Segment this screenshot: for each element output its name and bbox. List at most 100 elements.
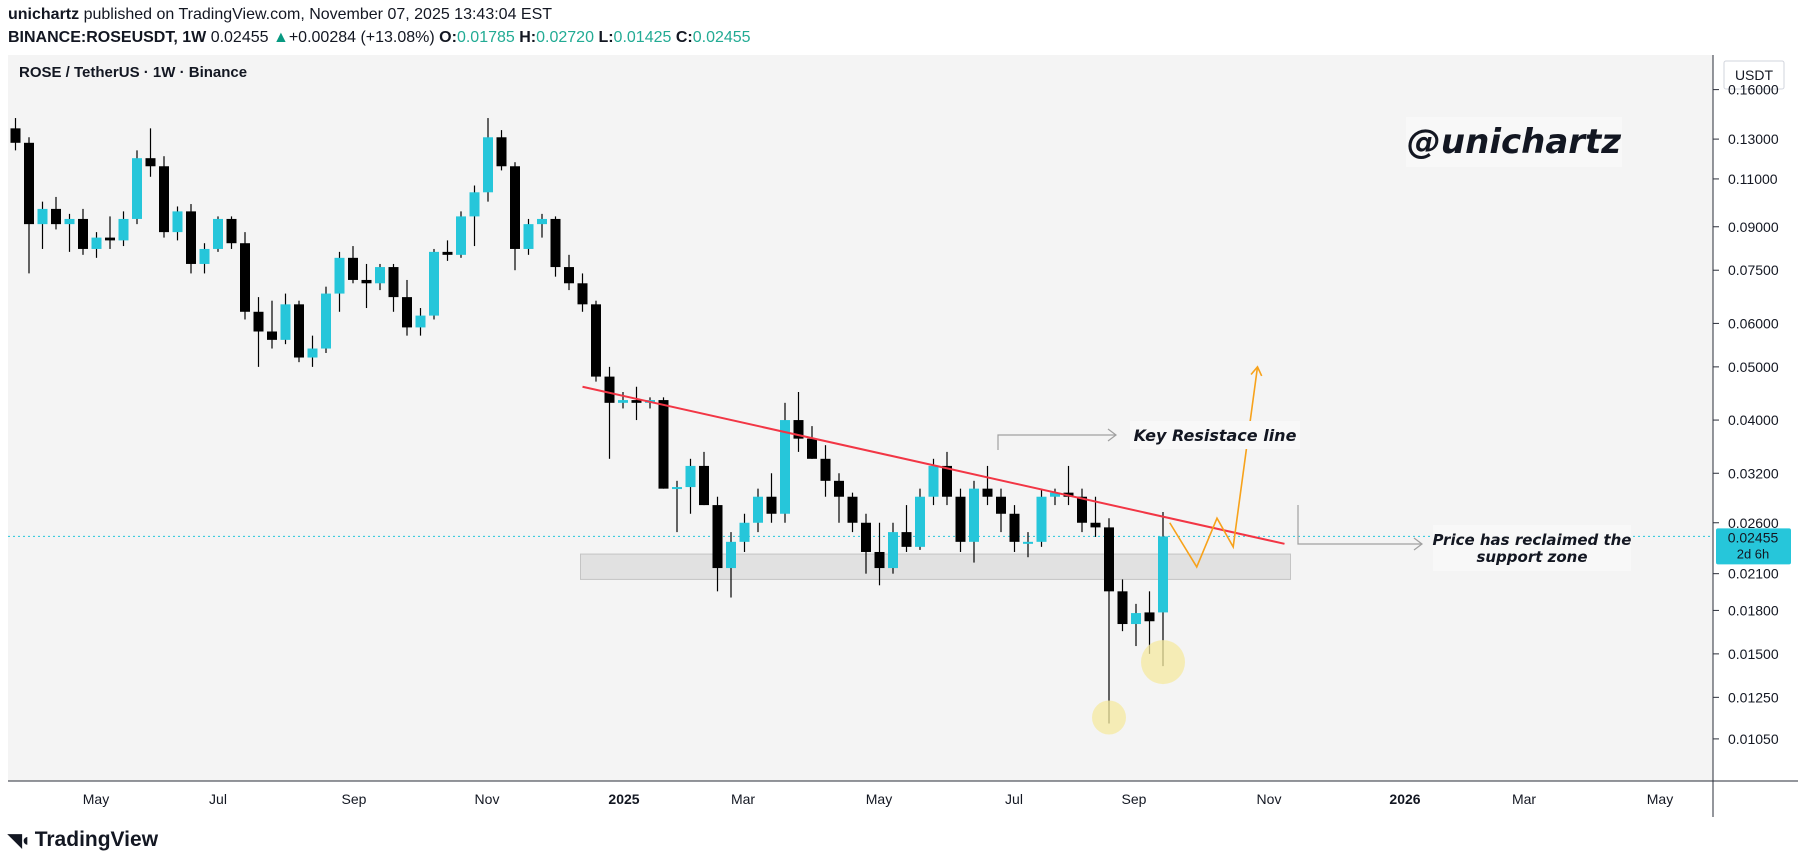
candle[interactable] [550,216,561,277]
candle[interactable] [496,130,507,171]
candle[interactable] [901,505,912,552]
candle[interactable] [213,216,223,252]
candle[interactable] [186,204,196,274]
candle[interactable] [1009,505,1020,552]
candle[interactable] [510,162,520,271]
candle[interactable] [955,488,966,552]
candle[interactable] [348,246,358,284]
candle-body [361,279,372,284]
candle[interactable] [712,496,723,592]
author-name[interactable]: unichartz [8,6,80,23]
candle[interactable] [361,263,372,309]
support-zone[interactable] [580,553,1291,580]
candle[interactable] [267,300,277,349]
candle[interactable] [253,297,264,367]
candle[interactable] [982,465,993,506]
candle[interactable] [820,445,831,497]
candle-body [429,251,439,316]
y-tick-label: 0.01500 [1728,646,1779,662]
candle[interactable] [334,251,345,312]
candle[interactable] [388,263,399,312]
candle[interactable] [37,201,48,249]
candle[interactable] [726,532,736,598]
candle-body [469,192,480,217]
candle[interactable] [537,213,547,238]
candle[interactable] [78,208,88,255]
price-chart[interactable]: ROSE / TetherUS · 1W · Binance USDT 0.16… [8,55,1798,817]
candle[interactable] [294,300,304,363]
candle-body [172,211,183,233]
candle[interactable] [672,480,682,533]
candle[interactable] [928,458,939,506]
candle[interactable] [226,216,237,249]
candle[interactable] [888,522,898,574]
candle[interactable] [10,118,21,151]
candle[interactable] [145,128,156,177]
candle[interactable] [793,391,804,452]
candle[interactable] [1144,591,1155,654]
candle[interactable] [24,137,34,274]
candle[interactable] [942,451,952,506]
candle[interactable] [1090,496,1101,537]
candle[interactable] [64,213,75,252]
candle[interactable] [415,308,426,336]
candle[interactable] [483,118,493,202]
candle[interactable] [375,263,385,291]
candle[interactable] [604,366,615,459]
candle[interactable] [996,488,1006,533]
candle[interactable] [591,300,601,382]
candle[interactable] [105,216,115,249]
candle[interactable] [564,254,574,291]
candle[interactable] [577,273,588,312]
candle[interactable] [442,240,453,261]
candle[interactable] [807,426,817,459]
candle[interactable] [118,211,129,247]
candle[interactable] [91,232,102,258]
candle[interactable] [159,156,169,238]
candle[interactable] [685,458,696,514]
currency-selector[interactable] [1723,60,1785,90]
candle[interactable] [456,211,466,258]
candle-body [658,400,669,489]
candle[interactable] [915,488,925,550]
candle-body [969,488,979,542]
candle[interactable] [861,513,871,574]
candle[interactable] [1131,603,1141,647]
candle[interactable] [834,473,844,523]
candle[interactable] [753,488,763,533]
candle[interactable] [469,185,480,247]
time-axis-background[interactable] [8,781,1798,817]
candle[interactable] [1104,518,1114,724]
candle[interactable] [307,335,318,367]
candle[interactable] [847,492,858,533]
candle[interactable] [1050,488,1060,506]
projected-price-path[interactable] [1169,366,1259,569]
price-axis-background[interactable] [1713,55,1798,781]
candle[interactable] [1117,579,1128,632]
candle[interactable] [51,196,61,230]
candle[interactable] [618,391,628,409]
key-resistance-trendline[interactable] [582,385,1285,545]
candle[interactable] [1036,488,1047,547]
candle[interactable] [631,386,642,421]
candle[interactable] [280,293,291,345]
candle[interactable] [132,150,142,225]
candle[interactable] [240,232,250,320]
candle[interactable] [321,286,331,353]
candle[interactable] [780,402,790,523]
candle[interactable] [402,279,412,336]
candle[interactable] [699,451,709,506]
candle[interactable] [429,248,439,320]
candle[interactable] [1023,532,1033,558]
candle[interactable] [523,218,534,255]
candle[interactable] [658,397,669,489]
candle[interactable] [874,522,885,586]
candle-body [510,166,520,249]
candle[interactable] [766,473,777,523]
candle[interactable] [969,480,979,563]
candle[interactable] [172,206,183,241]
candle[interactable] [199,243,210,274]
candle[interactable] [1077,488,1087,533]
footer-brand[interactable]: ◥◖ TradingView [8,828,158,852]
candle[interactable] [739,513,750,552]
